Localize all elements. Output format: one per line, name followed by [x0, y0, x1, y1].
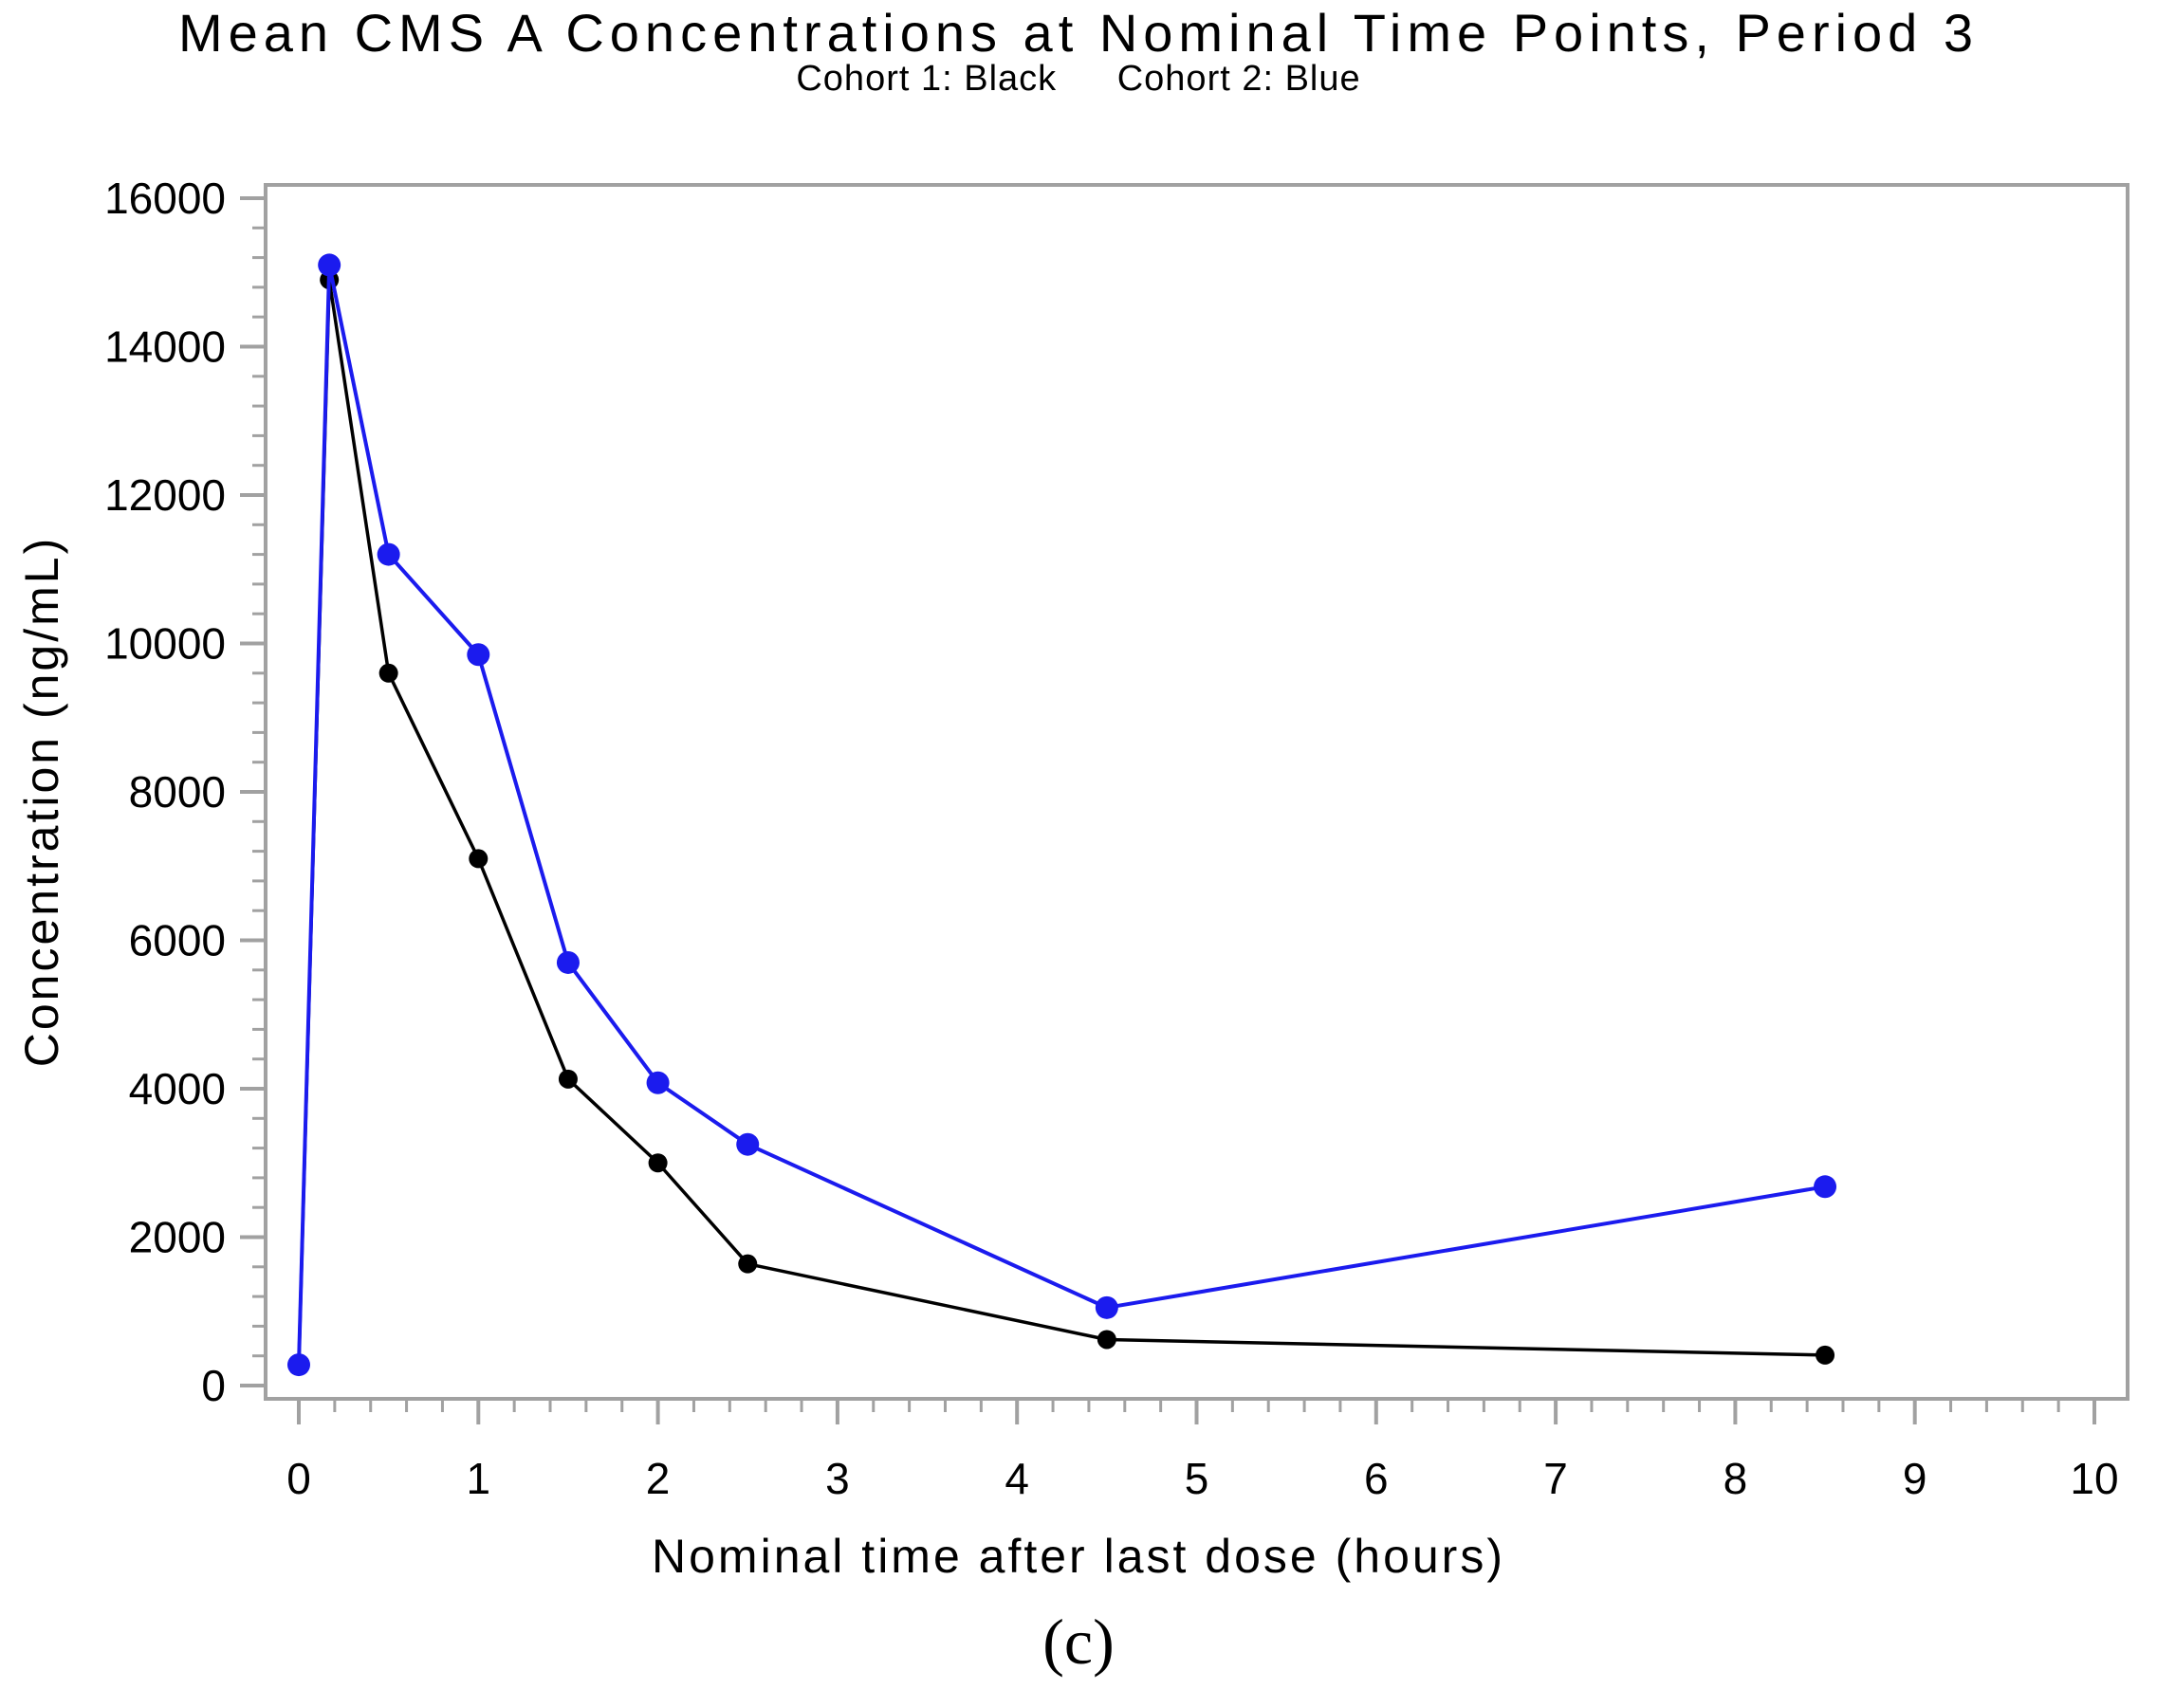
data-point-cohort2: [287, 1353, 310, 1377]
x-tick-label: 6: [1364, 1454, 1389, 1503]
x-tick-label: 2: [646, 1454, 671, 1503]
series-line-cohort2: [297, 263, 1826, 1366]
chart-subtitle: Cohort 1: Black Cohort 2: Blue: [0, 59, 2157, 100]
x-axis-label: Nominal time after last dose (hours): [652, 1530, 1505, 1583]
figure-caption: (c): [1042, 1606, 1115, 1678]
x-tick-label: 3: [825, 1454, 850, 1503]
data-point-cohort1: [1816, 1345, 1835, 1365]
y-tick-label: 14000: [104, 322, 226, 372]
data-point-cohort2: [1095, 1295, 1118, 1319]
y-tick-label: 12000: [104, 470, 226, 520]
y-axis-label: Concentration (ng/mL): [15, 535, 68, 1068]
x-tick-label: 5: [1185, 1454, 1209, 1503]
y-tick-label: 8000: [129, 767, 226, 817]
data-point-cohort1: [648, 1153, 668, 1173]
data-point-cohort1: [1097, 1330, 1116, 1350]
y-tick-label: 10000: [104, 619, 226, 669]
y-tick-label: 4000: [129, 1064, 226, 1113]
x-tick-label: 4: [1005, 1454, 1029, 1503]
data-point-cohort2: [1814, 1175, 1837, 1199]
y-tick-label: 2000: [129, 1213, 226, 1262]
data-point-cohort1: [378, 663, 398, 683]
data-point-cohort2: [467, 643, 490, 667]
y-tick-label: 16000: [104, 174, 226, 223]
data-point-cohort2: [556, 950, 580, 974]
data-point-cohort2: [318, 253, 341, 277]
x-tick-label: 10: [2070, 1454, 2118, 1503]
data-point-cohort1: [738, 1254, 758, 1274]
legend-cohort1-label: Cohort 1: Black: [796, 59, 1058, 99]
y-tick-label: 6000: [129, 916, 226, 965]
data-point-cohort2: [377, 542, 400, 566]
x-tick-label: 7: [1543, 1454, 1568, 1503]
x-tick-label: 1: [467, 1454, 491, 1503]
x-tick-label: 8: [1724, 1454, 1748, 1503]
legend-cohort2-label: Cohort 2: Blue: [1116, 59, 1361, 99]
chart-title: Mean CMS A Concentrations at Nominal Tim…: [177, 3, 1980, 63]
data-point-cohort1: [469, 849, 489, 869]
plot-frame: [264, 183, 2129, 1401]
data-point-cohort2: [646, 1071, 670, 1094]
data-point-cohort2: [736, 1132, 760, 1156]
x-tick-label: 9: [1903, 1454, 1927, 1503]
y-tick-label: 0: [201, 1361, 226, 1410]
x-tick-label: 0: [286, 1454, 311, 1503]
data-point-cohort1: [558, 1069, 578, 1089]
